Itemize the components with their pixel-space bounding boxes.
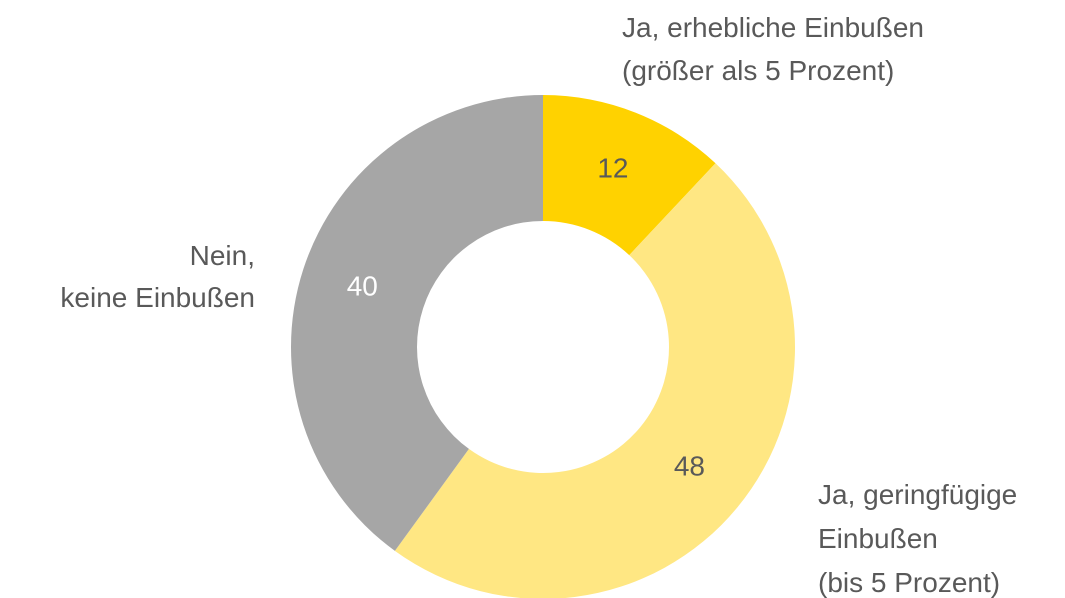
donut-slice	[543, 95, 716, 256]
category-label: Nein, keine Einbußen	[60, 240, 255, 313]
value-label: 40	[347, 271, 378, 302]
category-label-line: Nein,	[190, 240, 255, 271]
category-label-line: (bis 5 Prozent)	[818, 567, 1000, 598]
donut-slice	[394, 163, 795, 598]
category-label: Ja, geringfügige Einbußen (bis 5 Prozent)	[818, 479, 1017, 598]
category-label-line: (größer als 5 Prozent)	[622, 55, 894, 86]
category-label-line: Einbußen	[818, 523, 938, 554]
value-label: 48	[674, 451, 705, 482]
value-label: 12	[597, 153, 628, 184]
category-label-line: Ja, geringfügige	[818, 479, 1017, 510]
category-label-line: keine Einbußen	[60, 282, 255, 313]
donut-slice	[291, 95, 543, 551]
category-label: Ja, erhebliche Einbußen (größer als 5 Pro…	[622, 12, 924, 86]
category-label-line: Ja, erhebliche Einbußen	[622, 12, 924, 43]
